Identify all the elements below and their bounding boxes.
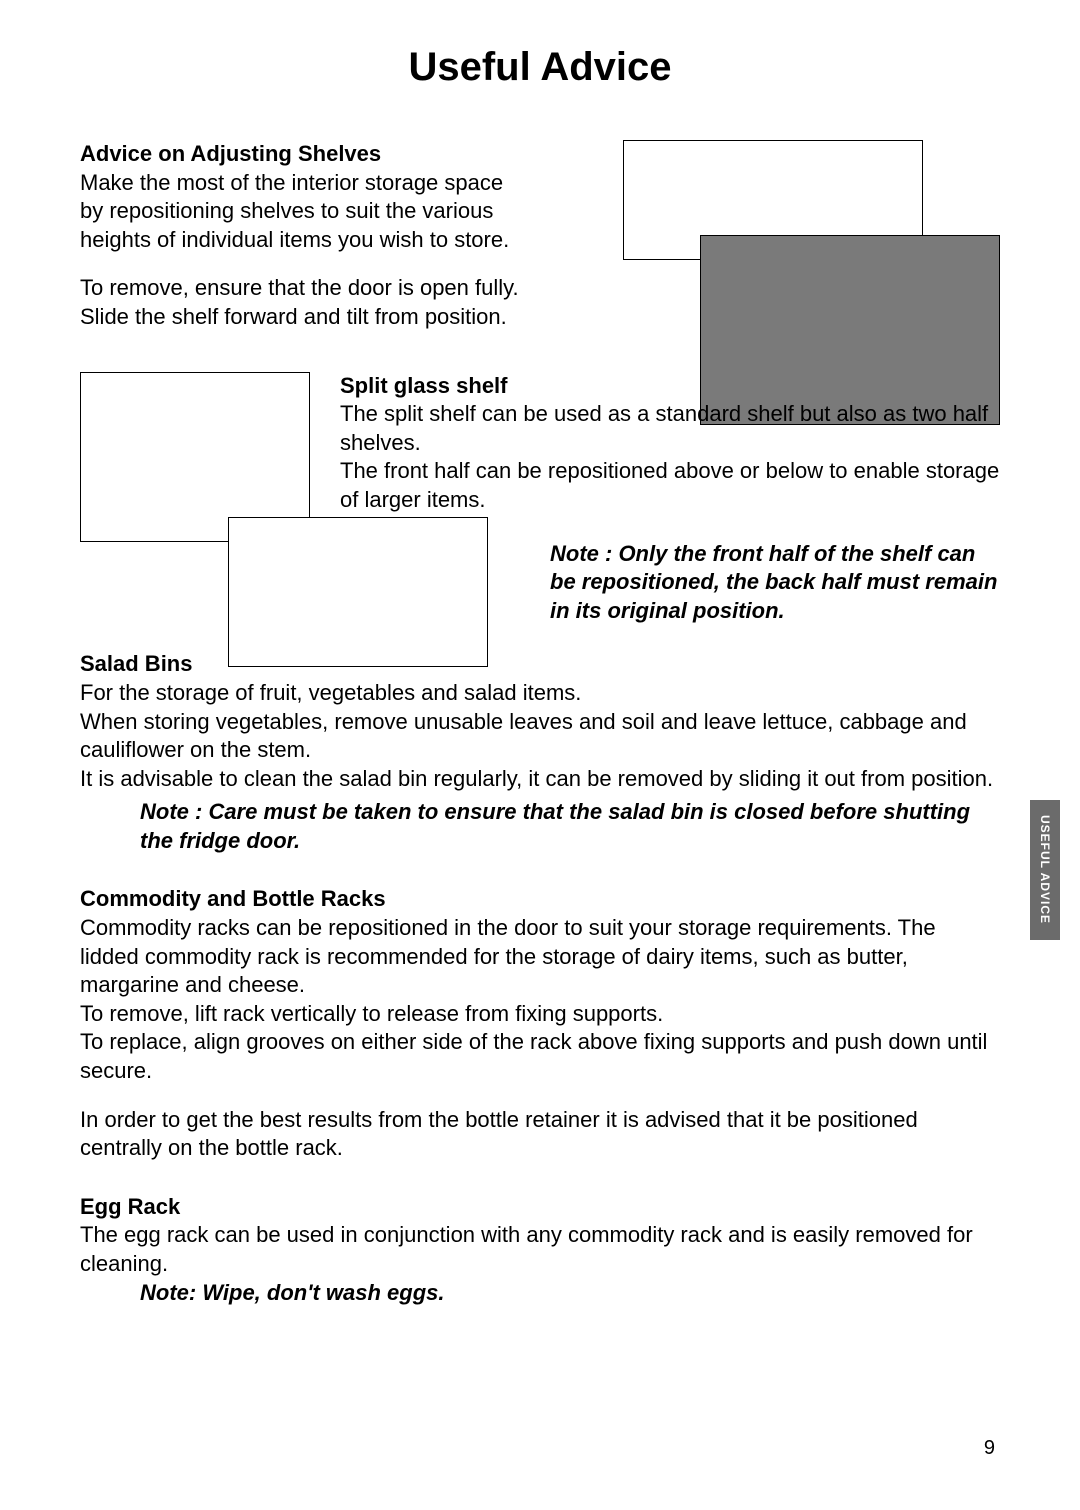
egg-para1: The egg rack can be used in conjunction … [80,1221,1000,1278]
racks-para1: Commodity racks can be repositioned in t… [80,914,1000,1000]
racks-para3: To replace, align grooves on either side… [80,1028,1000,1085]
page-title: Useful Advice [80,45,1000,90]
side-tab: USEFUL ADVICE [1030,800,1060,940]
egg-note: Note: Wipe, don't wash eggs. [80,1279,1000,1308]
egg-heading: Egg Rack [80,1193,1000,1222]
figure-box-split-bottom [228,517,488,667]
salad-para3: It is advisable to clean the salad bin r… [80,765,1000,794]
racks-para4: In order to get the best results from th… [80,1106,1000,1163]
section-split-shelf: Split glass shelf The split shelf can be… [80,372,1000,626]
shelves-para2: To remove, ensure that the door is open … [80,274,520,331]
racks-para2: To remove, lift rack vertically to relea… [80,1000,1000,1029]
racks-heading: Commodity and Bottle Racks [80,885,1000,914]
section-adjusting-shelves: Advice on Adjusting Shelves Make the mos… [80,140,1000,332]
split-para2: The front half can be repositioned above… [340,457,1000,514]
shelves-heading: Advice on Adjusting Shelves [80,140,520,169]
section-salad-bins: Salad Bins For the storage of fruit, veg… [80,650,1000,855]
split-para1: The split shelf can be used as a standar… [340,400,1000,457]
salad-para1: For the storage of fruit, vegetables and… [80,679,1000,708]
shelves-para1: Make the most of the interior storage sp… [80,169,520,255]
salad-para2: When storing vegetables, remove unusable… [80,708,1000,765]
salad-heading: Salad Bins [80,650,1000,679]
split-heading: Split glass shelf [340,372,1000,401]
section-commodity-racks: Commodity and Bottle Racks Commodity rac… [80,885,1000,1162]
section-egg-rack: Egg Rack The egg rack can be used in con… [80,1193,1000,1307]
page-number: 9 [984,1437,995,1460]
salad-note: Note : Care must be taken to ensure that… [80,798,1000,855]
